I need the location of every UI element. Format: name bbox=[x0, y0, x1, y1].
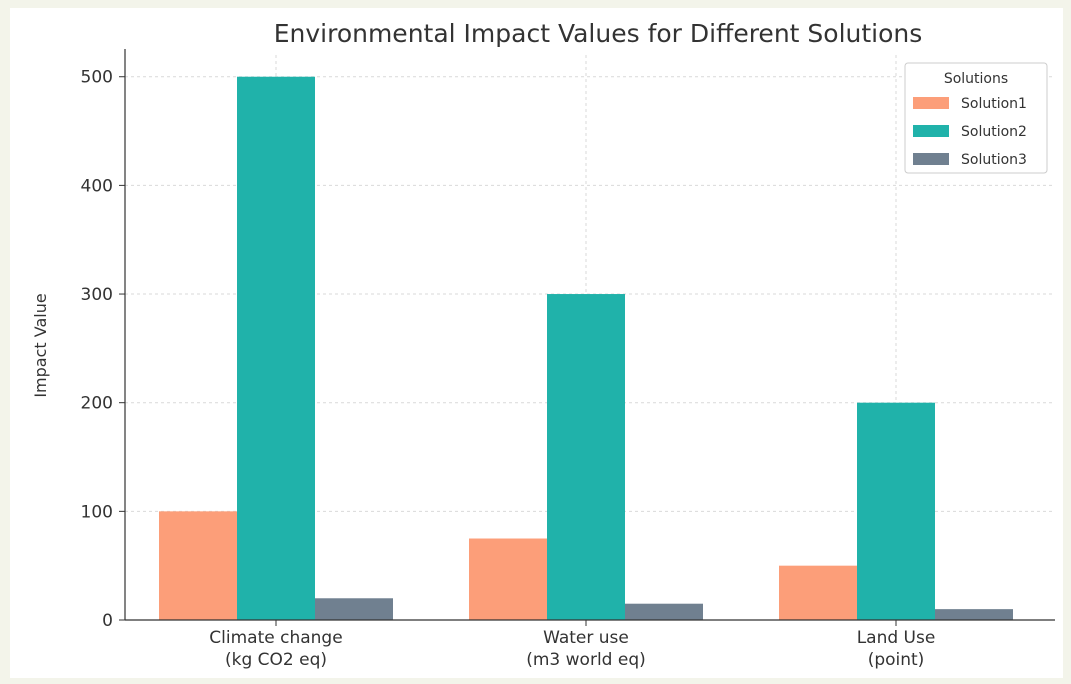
legend-title: Solutions bbox=[944, 71, 1008, 87]
bars bbox=[159, 76, 1013, 620]
x-tick-label: (point) bbox=[868, 650, 925, 670]
legend-label-solution2: Solution2 bbox=[961, 124, 1027, 140]
legend-label-solution1: Solution1 bbox=[961, 96, 1027, 112]
y-axis-label: Impact Value bbox=[31, 293, 50, 397]
y-tick-label: 100 bbox=[81, 502, 113, 522]
x-tick-label: Land Use bbox=[857, 628, 936, 648]
legend-swatch-solution2 bbox=[913, 125, 949, 137]
tick-labels: 0 100 200 300 400 500 Climate change(kg CO2 eq… bbox=[81, 68, 936, 670]
chart-title: Environmental Impact Values for Differen… bbox=[274, 19, 923, 48]
bar-solution1-2 bbox=[469, 538, 547, 620]
bar-solution2-1 bbox=[237, 76, 315, 620]
bar-solution3-2 bbox=[625, 603, 703, 620]
bar-solution3-1 bbox=[315, 598, 393, 620]
x-tick-label: (kg CO2 eq) bbox=[225, 650, 327, 670]
y-tick-label: 400 bbox=[81, 176, 113, 196]
y-tick-label: 300 bbox=[81, 285, 113, 305]
bar-solution1-1 bbox=[159, 511, 237, 620]
axes bbox=[119, 49, 1055, 626]
bar-solution2-2 bbox=[547, 294, 625, 620]
y-tick-label: 500 bbox=[81, 68, 113, 88]
legend-box bbox=[904, 62, 1048, 174]
legend-label-solution3: Solution3 bbox=[961, 152, 1027, 168]
bar-solution3-3 bbox=[935, 609, 1013, 620]
legend: Solutions Solution1 Solution2 Solution3 bbox=[904, 62, 1048, 174]
x-tick-label: Water use bbox=[543, 628, 629, 648]
bar-chart: Environmental Impact Values for Differen… bbox=[31, 19, 1055, 670]
x-tick-label: (m3 world eq) bbox=[526, 650, 646, 670]
x-tick-label: Climate change bbox=[209, 628, 342, 648]
bar-solution1-3 bbox=[779, 565, 857, 620]
y-tick-label: 200 bbox=[81, 394, 113, 414]
bar-solution2-3 bbox=[857, 402, 935, 620]
legend-swatch-solution3 bbox=[913, 153, 949, 165]
chart-container: Environmental Impact Values for Differen… bbox=[10, 8, 1063, 678]
legend-swatch-solution1 bbox=[913, 97, 949, 109]
y-tick-label: 0 bbox=[102, 611, 113, 631]
